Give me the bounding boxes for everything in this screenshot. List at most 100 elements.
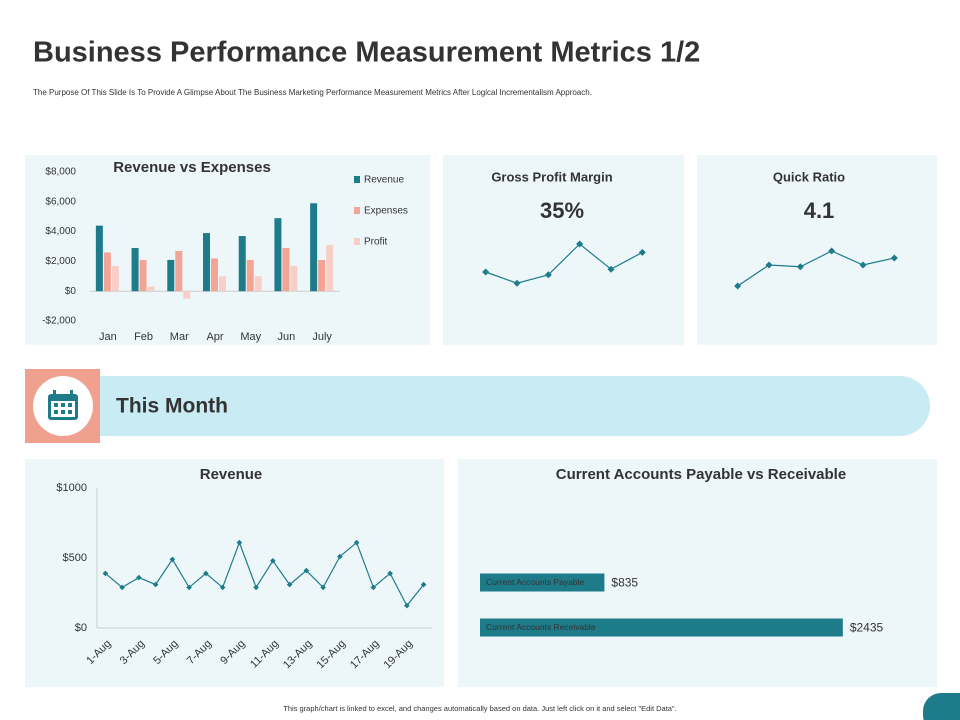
point [482,268,490,276]
bar [131,247,139,292]
panel [697,155,937,345]
panel [25,459,444,687]
slide-title: Business Performance Measurement Metrics… [33,37,700,69]
point [286,581,293,588]
metric-value: 35% [540,198,584,223]
point [186,584,192,591]
bar [480,618,843,637]
bar [211,258,218,292]
y-tick-label: -$2,000 [42,316,76,327]
point [119,584,125,591]
legend-label: Revenue [364,175,404,186]
bar-category-label: Current Accounts Payable [486,577,585,587]
bar [219,276,226,292]
legend-label: Profit [364,237,388,248]
x-tick-label: May [240,331,261,343]
section-title: This Month [116,395,228,418]
bar [274,218,282,292]
point [236,539,243,546]
point [638,248,646,256]
point [320,584,326,591]
bar [310,203,318,292]
point [353,539,360,546]
metric-title: Quick Ratio [773,169,845,184]
point [828,247,836,255]
legend-label: Expenses [364,206,408,217]
point [544,271,552,279]
point [387,570,393,577]
point [420,581,427,588]
chart-title: Revenue vs Expenses [113,159,271,176]
bar [318,259,326,292]
panel [458,459,937,687]
y-tick-label: $2,000 [45,256,76,267]
bar [147,286,155,292]
point [370,584,377,591]
line [104,540,425,607]
bar [203,233,210,292]
x-tick-label: Jan [99,331,117,343]
point [796,263,804,271]
y-tick-label: $0 [65,286,77,297]
point [765,261,773,269]
bar [326,245,334,292]
bar [103,252,111,292]
line [737,250,895,287]
point [337,553,343,560]
bar [167,259,175,292]
legend-swatch [354,176,360,183]
bar [175,250,183,292]
metric-title: Gross Profit Margin [491,169,612,184]
point [136,574,142,581]
point [203,570,209,577]
legend-swatch [354,207,360,214]
point [219,584,226,591]
y-tick-label: $6,000 [45,196,76,207]
point [859,261,867,269]
panel [25,155,430,345]
y-tick-label: $1000 [56,482,87,494]
calendar-icon [48,390,78,420]
y-tick-label: $8,000 [45,167,76,178]
bar [282,247,290,292]
point [890,254,898,262]
legend-swatch [354,238,360,245]
bar-value-label: $835 [611,576,638,590]
x-tick-label: Apr [206,331,223,343]
bar [290,265,298,292]
point [102,570,109,577]
y-tick-label: $4,000 [45,226,76,237]
chart-title: Current Accounts Payable vs Receivable [556,466,846,483]
point [734,282,742,290]
point [576,240,584,248]
metric-value: 4.1 [804,198,835,223]
point [607,265,615,273]
bar-category-label: Current Accounts Receivable [486,622,596,632]
chart-title: Revenue [200,466,263,483]
point [513,279,521,287]
line [485,243,643,284]
panel [443,155,684,345]
bar [254,276,262,292]
section-banner [60,376,930,436]
point [270,558,276,564]
corner-decoration [923,693,960,720]
y-tick-label: $0 [75,622,87,634]
y-tick-label: $500 [63,552,87,564]
point [404,602,410,609]
bar [238,236,246,292]
slide-subtitle: The Purpose Of This Slide Is To Provide … [33,88,592,97]
x-tick-label: Jun [278,331,296,343]
bar [139,259,147,292]
bar [111,265,119,292]
bar [183,291,191,299]
point [152,581,159,588]
bar [95,225,103,292]
bar [246,259,254,292]
x-tick-label: July [312,331,332,343]
point [303,567,310,574]
point [169,556,176,563]
bar-value-label: $2435 [850,621,884,635]
bar [480,573,605,592]
